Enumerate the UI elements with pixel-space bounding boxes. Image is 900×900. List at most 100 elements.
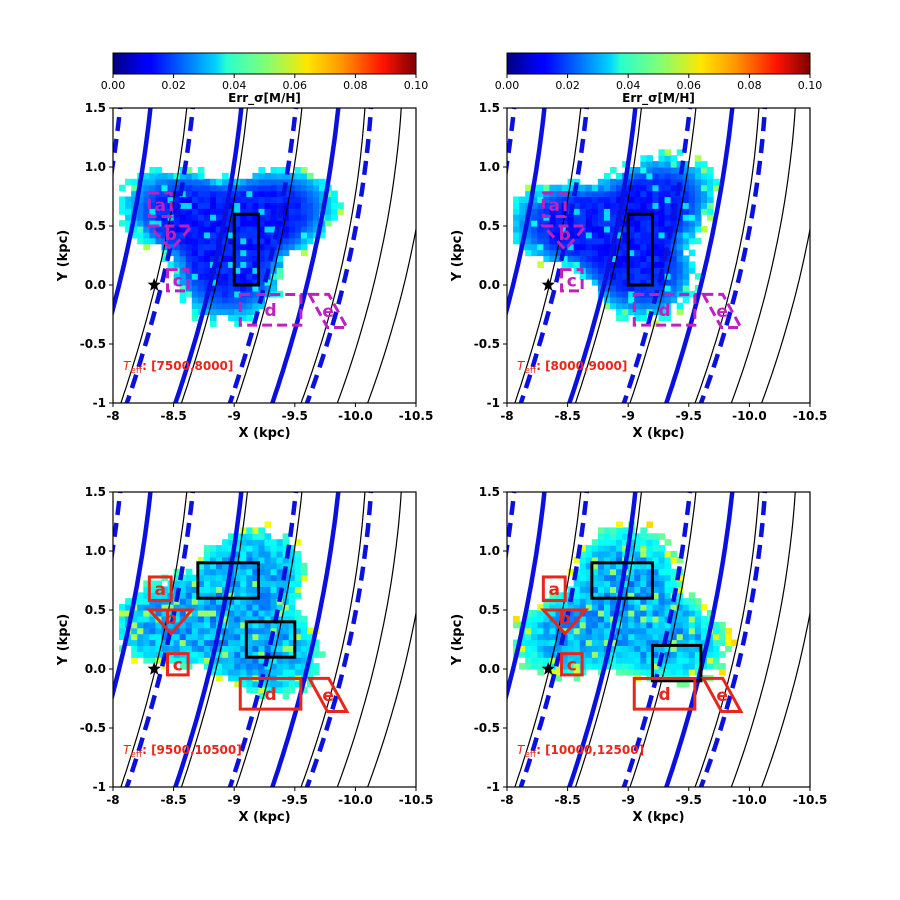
heatmap-cell (658, 190, 666, 198)
heatmap-cell (282, 686, 290, 694)
heatmap-cell (597, 568, 605, 576)
heatmap-cell (234, 285, 241, 292)
heatmap-cell (234, 615, 241, 623)
heatmap-cell (610, 202, 617, 209)
heatmap-cell (634, 184, 641, 192)
heatmap-cell (652, 261, 660, 268)
heatmap-cell (252, 539, 260, 546)
heatmap-cell (282, 196, 290, 203)
heatmap-cell (246, 663, 253, 670)
heatmap-cell (610, 568, 617, 576)
heatmap-cell (664, 237, 672, 245)
region-d (238, 292, 303, 327)
heatmap-cell (616, 651, 623, 658)
heatmap-cell (603, 527, 611, 534)
heatmap-cell (179, 249, 187, 257)
heatmap-cell (513, 220, 520, 227)
heatmap-cell (616, 231, 623, 239)
heatmap-cell (246, 196, 253, 203)
heatmap-cell (567, 226, 575, 233)
heatmap-cell (640, 539, 647, 546)
heatmap-cell (640, 231, 647, 239)
radius-contour-line (300, 108, 366, 403)
heatmap-cell (646, 202, 654, 209)
x-tick-label: -8.5 (554, 793, 580, 807)
heatmap-cell (622, 196, 629, 203)
radius-contour-line (180, 492, 248, 787)
heatmap-cell (282, 639, 290, 646)
heatmap-cell (209, 190, 217, 198)
heatmap-cell (143, 202, 150, 209)
heatmap-cell (270, 680, 278, 688)
heatmap-cell (658, 627, 666, 635)
heatmap-cell (246, 651, 253, 658)
heatmap-cell (137, 220, 144, 227)
colorbar-tick-label: 0.02 (161, 79, 186, 92)
heatmap-cell (652, 167, 660, 174)
heatmap-cell (682, 161, 690, 168)
heatmap-cell (525, 615, 532, 623)
heatmap-cell (597, 586, 605, 593)
heatmap-cell (167, 610, 175, 617)
y-tick-label: 1.5 (479, 101, 500, 115)
heatmap-cell (628, 279, 635, 286)
heatmap-cell (597, 255, 605, 262)
heatmap-cell (209, 621, 217, 629)
heatmap-cell (634, 285, 641, 292)
heatmap-cell (676, 237, 684, 245)
heatmap-cell (197, 651, 205, 658)
heatmap-cell (640, 633, 647, 641)
heatmap-cell (543, 243, 551, 251)
heatmap-cell (531, 639, 538, 646)
heatmap-cell (197, 267, 205, 274)
heatmap-cell (579, 273, 587, 280)
heatmap-cell (664, 562, 672, 570)
heatmap-cell (228, 663, 235, 670)
heatmap-cell (228, 545, 235, 552)
heatmap-cell (282, 621, 290, 629)
heatmap-cell (294, 610, 302, 617)
heatmap-cell (628, 255, 635, 262)
heatmap-cell (143, 639, 150, 646)
heatmap-cell (209, 545, 217, 552)
heatmap-cell (640, 155, 647, 162)
heatmap-cell (640, 627, 647, 635)
heatmap-cell (222, 639, 229, 646)
heatmap-cell (640, 663, 647, 670)
heatmap-cell (694, 615, 702, 623)
heatmap-cell (228, 621, 235, 629)
heatmap-cell (282, 231, 290, 239)
heatmap-cell (616, 314, 623, 321)
heatmap-cell (622, 261, 629, 268)
heatmap-cell (603, 279, 611, 286)
heatmap-cell (585, 249, 593, 257)
heatmap-cell (137, 592, 144, 599)
heatmap-cell (664, 586, 672, 593)
heatmap-cell (694, 208, 702, 215)
heatmap-cell (155, 621, 163, 629)
spiral-arm-edge-line (124, 492, 196, 787)
heatmap-cell (252, 627, 260, 635)
heatmap-cell (591, 598, 599, 605)
heatmap-cell (610, 167, 617, 174)
heatmap-cell (634, 220, 641, 227)
heatmap-cell (216, 592, 223, 599)
heatmap-cell (610, 580, 617, 587)
heatmap-cell (222, 651, 229, 658)
heatmap-cell (628, 568, 635, 576)
heatmap-cell (234, 539, 241, 546)
heatmap-cell (131, 627, 138, 635)
heatmap-cell (555, 231, 563, 239)
heatmap-cell (640, 610, 647, 617)
heatmap-cell (197, 190, 205, 198)
heatmap-cell (258, 621, 266, 629)
heatmap-cell (688, 657, 696, 664)
heatmap-cell (622, 669, 629, 676)
heatmap-cell (700, 627, 708, 635)
y-tick-label: -0.5 (474, 337, 500, 351)
heatmap-cell (543, 202, 551, 209)
heatmap-cell (258, 184, 266, 192)
heatmap-cell (658, 592, 666, 599)
heatmap-cell (179, 604, 187, 611)
heatmap-cell (209, 598, 217, 605)
